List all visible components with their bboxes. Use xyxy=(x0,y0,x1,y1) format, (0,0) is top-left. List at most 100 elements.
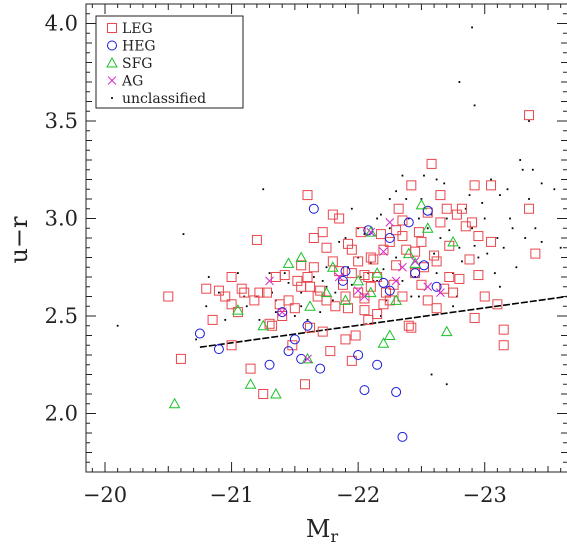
x-marker-stroke xyxy=(353,286,363,296)
data-point-leg xyxy=(397,231,408,242)
data-point-heg xyxy=(340,266,351,277)
data-point-unclassified xyxy=(224,319,227,321)
data-point-leg xyxy=(431,303,442,314)
data-point-leg xyxy=(363,314,374,325)
data-point-sfg xyxy=(364,286,377,298)
data-point-unclassified xyxy=(262,188,265,191)
data-point-leg xyxy=(393,203,404,214)
data-point-sfg xyxy=(301,352,314,364)
data-point-unclassified xyxy=(205,305,208,308)
data-point-unclassified xyxy=(300,291,303,294)
data-point-leg xyxy=(451,209,462,220)
x-marker-stroke xyxy=(385,218,395,227)
data-point-unclassified xyxy=(338,241,341,243)
data-point-leg xyxy=(251,234,262,245)
data-point-leg xyxy=(249,295,260,306)
data-point-unclassified xyxy=(414,276,417,278)
data-point-heg xyxy=(397,431,408,442)
data-point-leg xyxy=(226,299,237,310)
y-tick-label: 4.0 xyxy=(45,12,78,36)
data-point-unclassified xyxy=(182,233,185,235)
data-point-leg xyxy=(397,215,408,226)
data-point-leg xyxy=(456,203,467,214)
data-point-leg xyxy=(175,353,186,364)
x-marker-stroke xyxy=(366,227,376,237)
data-point-unclassified xyxy=(553,188,556,191)
data-point-heg xyxy=(315,363,326,374)
data-point-unclassified xyxy=(395,256,398,259)
data-point-ag xyxy=(385,218,395,227)
data-point-leg xyxy=(413,227,424,238)
data-point-heg xyxy=(194,328,205,339)
data-point-sfg xyxy=(447,235,459,247)
y-tick-label: 3.0 xyxy=(45,207,78,231)
data-point-leg xyxy=(340,334,351,345)
data-point-leg xyxy=(464,254,475,265)
data-point-leg xyxy=(365,281,376,292)
data-point-unclassified xyxy=(559,246,562,249)
data-point-sfg xyxy=(421,222,434,233)
data-point-leg xyxy=(435,190,446,201)
data-point-heg xyxy=(308,203,319,214)
data-point-unclassified xyxy=(319,311,322,313)
data-point-heg xyxy=(384,285,395,296)
data-point-leg xyxy=(353,287,364,298)
data-point-unclassified xyxy=(236,272,239,274)
data-point-leg xyxy=(467,217,478,228)
data-point-unclassified xyxy=(350,283,353,286)
data-point-unclassified xyxy=(439,237,442,239)
data-point-leg xyxy=(486,236,497,247)
data-point-leg xyxy=(279,270,290,281)
data-point-unclassified xyxy=(376,280,379,282)
data-point-leg xyxy=(403,320,414,331)
x-marker-stroke xyxy=(334,272,344,282)
data-point-ag xyxy=(277,307,287,317)
data-point-leg xyxy=(226,272,237,282)
data-point-unclassified xyxy=(464,207,467,210)
data-point-heg xyxy=(422,205,433,216)
data-point-leg xyxy=(355,227,366,238)
data-point-unclassified xyxy=(506,188,509,191)
data-point-leg xyxy=(267,320,278,331)
data-point-leg xyxy=(317,326,328,337)
data-point-leg xyxy=(406,322,417,333)
data-point-unclassified xyxy=(418,295,420,298)
data-point-ag xyxy=(360,292,369,301)
data-point-unclassified xyxy=(207,276,210,278)
data-point-sfg xyxy=(352,274,364,286)
data-point-leg xyxy=(384,295,395,306)
data-point-unclassified xyxy=(287,281,290,284)
data-point-unclassified xyxy=(511,227,514,230)
data-point-heg xyxy=(431,281,442,292)
data-point-leg xyxy=(441,203,452,214)
data-point-unclassified xyxy=(363,233,366,235)
x-marker-stroke xyxy=(423,282,433,292)
data-point-leg xyxy=(277,311,288,321)
data-point-unclassified xyxy=(116,324,119,327)
data-point-leg xyxy=(469,312,480,323)
data-point-unclassified xyxy=(245,305,248,308)
data-point-unclassified xyxy=(380,315,382,317)
data-point-sfg xyxy=(440,325,453,337)
data-point-leg xyxy=(384,236,395,247)
data-point-sfg xyxy=(415,198,428,210)
data-point-leg xyxy=(498,340,509,351)
data-point-unclassified xyxy=(473,104,476,107)
data-point-leg xyxy=(429,250,440,261)
data-point-unclassified xyxy=(401,174,404,177)
data-point-unclassified xyxy=(490,178,492,181)
data-point-unclassified xyxy=(528,120,530,122)
data-point-leg xyxy=(340,291,351,302)
data-point-leg xyxy=(353,256,364,267)
data-point-sfg xyxy=(390,294,402,305)
data-point-unclassified xyxy=(382,268,385,271)
y-tick-label: 3.5 xyxy=(45,109,78,133)
data-point-leg xyxy=(258,389,269,399)
data-point-leg xyxy=(388,279,399,290)
data-point-heg xyxy=(213,344,224,355)
data-point-leg xyxy=(236,283,247,294)
data-point-sfg xyxy=(364,226,377,237)
data-point-ag xyxy=(366,227,376,237)
data-point-leg xyxy=(289,303,300,314)
data-point-leg xyxy=(201,283,212,294)
